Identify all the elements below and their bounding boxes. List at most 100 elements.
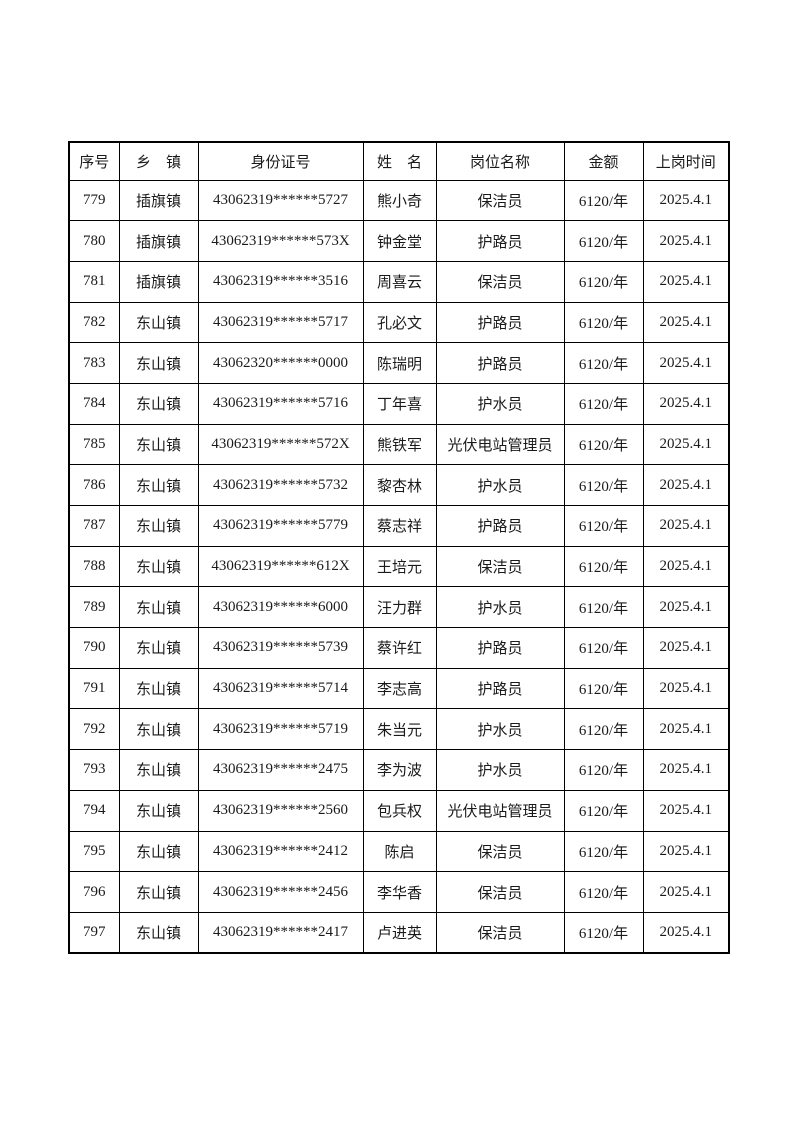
cell-name: 熊小奇 bbox=[362, 179, 437, 222]
cell-position: 护路员 bbox=[435, 505, 565, 547]
cell-amount: 6120/年 bbox=[563, 342, 644, 384]
table-row: 787 东山镇 43062319******5779 蔡志祥 护路员 6120/年 2025… bbox=[68, 505, 730, 547]
cell-name: 陈瑞明 bbox=[362, 342, 437, 384]
cell-start-date: 2025.4.1 bbox=[642, 749, 730, 791]
table-row: 788 东山镇 43062319******612X 王培元 保洁员 6120/年 2025… bbox=[68, 545, 730, 588]
cell-position: 护水员 bbox=[435, 382, 565, 425]
cell-id-number: 43062319******5719 bbox=[197, 708, 364, 751]
cell-name: 孔必文 bbox=[362, 301, 437, 344]
cell-position: 护水员 bbox=[435, 464, 565, 506]
cell-serial: 796 bbox=[68, 871, 120, 913]
cell-position: 光伏电站管理员 bbox=[435, 423, 565, 466]
cell-start-date: 2025.4.1 bbox=[642, 423, 730, 466]
roster-table-body: 779 插旗镇 43062319******5727 熊小奇 保洁员 6120/年 2025… bbox=[68, 179, 730, 954]
cell-position: 护水员 bbox=[435, 708, 565, 751]
cell-township: 东山镇 bbox=[118, 342, 199, 384]
cell-serial: 789 bbox=[68, 586, 120, 629]
cell-start-date: 2025.4.1 bbox=[642, 301, 730, 344]
cell-position: 护路员 bbox=[435, 627, 565, 669]
cell-serial: 787 bbox=[68, 505, 120, 547]
cell-start-date: 2025.4.1 bbox=[642, 708, 730, 751]
cell-amount: 6120/年 bbox=[563, 627, 644, 669]
table-row: 796 东山镇 43062319******2456 李华香 保洁员 6120/年 2025… bbox=[68, 871, 730, 913]
cell-serial: 786 bbox=[68, 464, 120, 506]
cell-name: 陈启 bbox=[362, 830, 437, 873]
cell-township: 东山镇 bbox=[118, 789, 199, 832]
cell-serial: 794 bbox=[68, 789, 120, 832]
cell-serial: 797 bbox=[68, 911, 120, 954]
cell-start-date: 2025.4.1 bbox=[642, 220, 730, 262]
cell-name: 李志高 bbox=[362, 667, 437, 710]
cell-start-date: 2025.4.1 bbox=[642, 260, 730, 303]
cell-name: 王培元 bbox=[362, 545, 437, 588]
cell-township: 东山镇 bbox=[118, 708, 199, 751]
table-row: 783 东山镇 43062320******0000 陈瑞明 护路员 6120/年 2025… bbox=[68, 342, 730, 384]
table-row: 794 东山镇 43062319******2560 包兵权 光伏电站管理员 6120/年… bbox=[68, 789, 730, 832]
cell-name: 卢进英 bbox=[362, 911, 437, 954]
table-row: 792 东山镇 43062319******5719 朱当元 护水员 6120/年 2025… bbox=[68, 708, 730, 751]
column-header-id-number: 身份证号 bbox=[197, 141, 364, 181]
cell-id-number: 43062319******2412 bbox=[197, 830, 364, 873]
cell-id-number: 43062319******5732 bbox=[197, 464, 364, 506]
cell-amount: 6120/年 bbox=[563, 505, 644, 547]
cell-serial: 784 bbox=[68, 382, 120, 425]
column-header-serial: 序号 bbox=[68, 141, 120, 181]
cell-id-number: 43062319******3516 bbox=[197, 260, 364, 303]
cell-start-date: 2025.4.1 bbox=[642, 830, 730, 873]
cell-amount: 6120/年 bbox=[563, 545, 644, 588]
cell-id-number: 43062319******5727 bbox=[197, 179, 364, 222]
cell-name: 蔡志祥 bbox=[362, 505, 437, 547]
cell-start-date: 2025.4.1 bbox=[642, 342, 730, 384]
cell-name: 钟金堂 bbox=[362, 220, 437, 262]
roster-table: 序号 乡 镇 身份证号 姓 名 岗位名称 金额 上岗时间 779 插旗镇 43062… bbox=[68, 141, 730, 955]
cell-position: 保洁员 bbox=[435, 911, 565, 954]
cell-id-number: 43062319******612X bbox=[197, 545, 364, 588]
cell-id-number: 43062319******2475 bbox=[197, 749, 364, 791]
cell-name: 丁年喜 bbox=[362, 382, 437, 425]
table-row: 786 东山镇 43062319******5732 黎杏林 护水员 6120/年 2025… bbox=[68, 464, 730, 506]
column-header-name: 姓 名 bbox=[362, 141, 437, 181]
cell-township: 东山镇 bbox=[118, 382, 199, 425]
cell-amount: 6120/年 bbox=[563, 708, 644, 751]
cell-township: 东山镇 bbox=[118, 301, 199, 344]
cell-id-number: 43062319******5714 bbox=[197, 667, 364, 710]
cell-amount: 6120/年 bbox=[563, 871, 644, 913]
cell-name: 朱当元 bbox=[362, 708, 437, 751]
table-row: 793 东山镇 43062319******2475 李为波 护水员 6120/年 2025… bbox=[68, 749, 730, 791]
cell-amount: 6120/年 bbox=[563, 749, 644, 791]
cell-township: 东山镇 bbox=[118, 464, 199, 506]
cell-serial: 785 bbox=[68, 423, 120, 466]
cell-id-number: 43062319******5716 bbox=[197, 382, 364, 425]
table-row: 781 插旗镇 43062319******3516 周喜云 保洁员 6120/年 2025… bbox=[68, 260, 730, 303]
cell-id-number: 43062319******5779 bbox=[197, 505, 364, 547]
cell-position: 保洁员 bbox=[435, 260, 565, 303]
cell-amount: 6120/年 bbox=[563, 301, 644, 344]
cell-amount: 6120/年 bbox=[563, 464, 644, 506]
cell-township: 东山镇 bbox=[118, 505, 199, 547]
cell-name: 李为波 bbox=[362, 749, 437, 791]
column-header-start-date: 上岗时间 bbox=[642, 141, 730, 181]
cell-township: 东山镇 bbox=[118, 423, 199, 466]
roster-table-header: 序号 乡 镇 身份证号 姓 名 岗位名称 金额 上岗时间 bbox=[68, 141, 730, 181]
cell-position: 护路员 bbox=[435, 667, 565, 710]
cell-id-number: 43062319******6000 bbox=[197, 586, 364, 629]
cell-name: 熊铁军 bbox=[362, 423, 437, 466]
cell-township: 插旗镇 bbox=[118, 260, 199, 303]
table-row: 789 东山镇 43062319******6000 汪力群 护水员 6120/年 2025… bbox=[68, 586, 730, 629]
cell-id-number: 43062319******573X bbox=[197, 220, 364, 262]
table-row: 779 插旗镇 43062319******5727 熊小奇 保洁员 6120/年 2025… bbox=[68, 179, 730, 222]
cell-name: 周喜云 bbox=[362, 260, 437, 303]
cell-start-date: 2025.4.1 bbox=[642, 871, 730, 913]
cell-amount: 6120/年 bbox=[563, 789, 644, 832]
cell-amount: 6120/年 bbox=[563, 830, 644, 873]
cell-serial: 793 bbox=[68, 749, 120, 791]
cell-township: 插旗镇 bbox=[118, 179, 199, 222]
cell-serial: 780 bbox=[68, 220, 120, 262]
cell-township: 东山镇 bbox=[118, 586, 199, 629]
column-header-position: 岗位名称 bbox=[435, 141, 565, 181]
cell-amount: 6120/年 bbox=[563, 179, 644, 222]
cell-position: 保洁员 bbox=[435, 545, 565, 588]
cell-start-date: 2025.4.1 bbox=[642, 586, 730, 629]
cell-township: 东山镇 bbox=[118, 871, 199, 913]
cell-name: 黎杏林 bbox=[362, 464, 437, 506]
